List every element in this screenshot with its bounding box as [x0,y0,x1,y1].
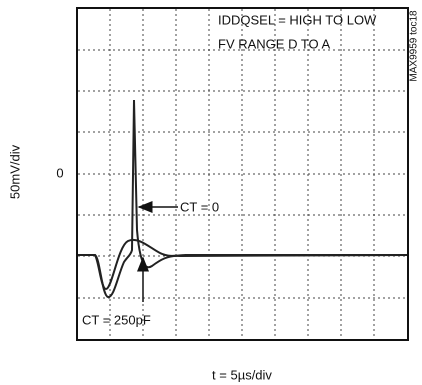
zero-label: 0 [56,165,63,180]
annotation: FV RANGE D TO A [218,36,331,51]
plot-frame [76,7,409,341]
grid [78,9,407,339]
figure-id: MAX9959 toc18 [409,10,420,82]
callout: CT = 0 [180,199,219,214]
callout: CT = 250pF [82,312,151,327]
annotation: IDDQSEL = HIGH TO LOW [218,12,377,27]
y-axis-label: 50mV/div [7,144,22,199]
x-axis-label: t = 5µs/div [212,367,272,382]
trace-ct-250pf [78,238,407,291]
trace-ct-0 [78,99,408,298]
